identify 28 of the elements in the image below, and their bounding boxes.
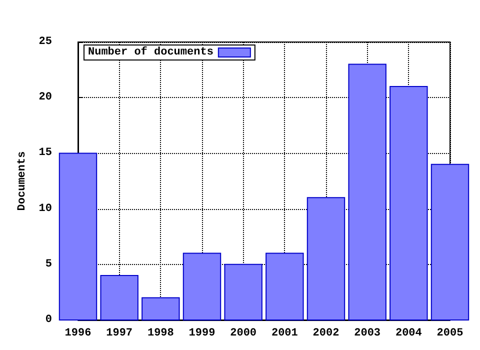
y-tick-label: 0 — [45, 314, 52, 326]
y-tick-label: 20 — [38, 92, 52, 104]
y-axis-title: Documents — [16, 151, 28, 211]
x-tick-label: 2003 — [354, 328, 381, 340]
bar — [430, 164, 470, 320]
bar — [224, 264, 262, 320]
y-tick-label: 25 — [38, 36, 52, 48]
x-tick-label: 1996 — [64, 328, 92, 340]
bar — [58, 152, 98, 320]
bar — [142, 297, 180, 320]
x-tick-label: 1998 — [147, 328, 174, 340]
bar — [100, 275, 138, 320]
bar — [348, 64, 386, 320]
bar — [390, 86, 428, 320]
x-tick-label: 1997 — [106, 328, 133, 340]
bar — [306, 197, 346, 320]
x-tick-label: 2001 — [271, 328, 298, 340]
y-tick-label: 5 — [45, 258, 52, 270]
x-tick-label: 1999 — [188, 328, 216, 340]
x-tick-label: 2002 — [312, 328, 340, 340]
x-tick-label: 2005 — [436, 328, 464, 340]
bar — [182, 252, 222, 320]
y-tick-label: 15 — [38, 147, 52, 160]
legend-label: Number of documents — [88, 46, 214, 58]
x-tick-label: 2004 — [395, 328, 422, 340]
x-tick-label: 2000 — [230, 328, 257, 340]
y-tick-label: 10 — [38, 202, 52, 215]
bar — [266, 252, 304, 320]
